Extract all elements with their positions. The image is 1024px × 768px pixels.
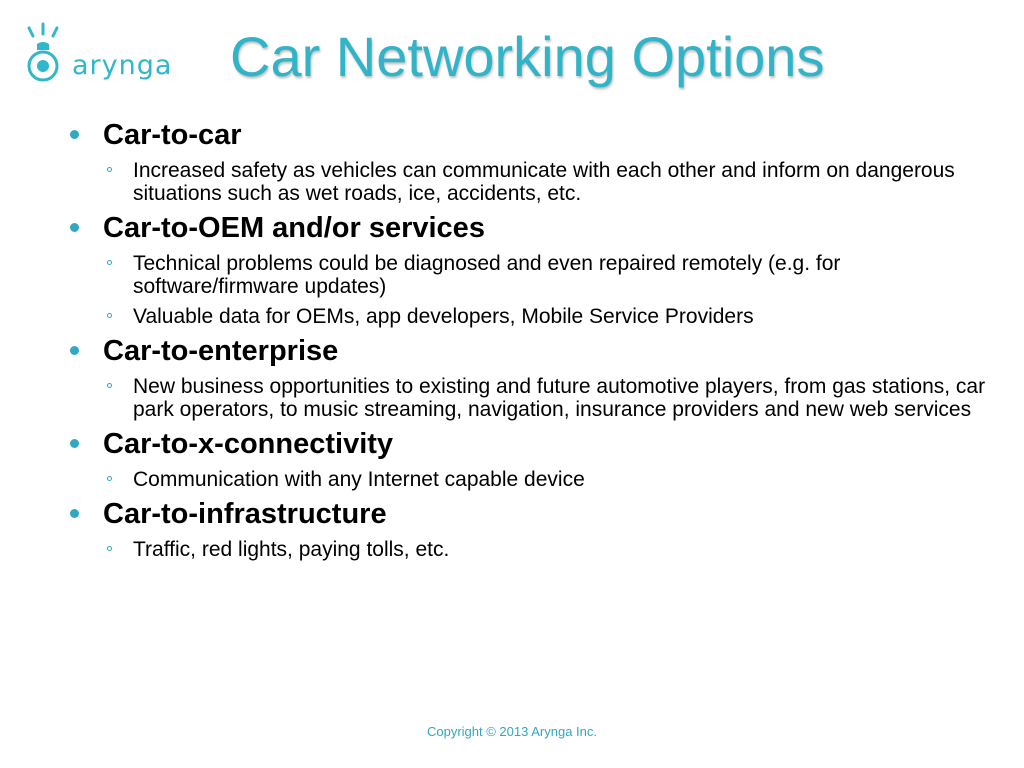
arynga-logo: arynga: [24, 22, 184, 92]
bullet-heading-text: Car-to-x-connectivity: [103, 428, 394, 460]
sub-bullet-text: Increased safety as vehicles can communi…: [133, 159, 955, 205]
logo-text: arynga: [72, 50, 173, 81]
ring-bullet-icon: [107, 546, 112, 551]
sub-bullet-text: Traffic, red lights, paying tolls, etc.: [133, 538, 450, 561]
bullet-heading: Car-to-infrastructure: [70, 497, 1000, 531]
bullet-dot-icon: [70, 439, 79, 448]
bullet-heading-text: Car-to-OEM and/or services: [103, 212, 485, 244]
ring-bullet-icon: [107, 476, 112, 481]
bullet-heading: Car-to-x-connectivity: [70, 427, 1000, 461]
bullet-section: Car-to-car Increased safety as vehicles c…: [70, 118, 1000, 205]
bulb-rays-icon: [27, 22, 59, 82]
sub-bullet-item: New business opportunities to existing a…: [70, 375, 1000, 421]
bullet-heading: Car-to-OEM and/or services: [70, 211, 1000, 245]
sub-bullet-item: Traffic, red lights, paying tolls, etc.: [70, 538, 1000, 561]
bullet-heading-text: Car-to-infrastructure: [103, 498, 387, 530]
bullet-heading-text: Car-to-enterprise: [103, 335, 339, 367]
ring-bullet-icon: [107, 313, 112, 318]
sub-bullet-item: Technical problems could be diagnosed an…: [70, 252, 1000, 298]
ring-bullet-icon: [107, 260, 112, 265]
bullet-heading: Car-to-enterprise: [70, 334, 1000, 368]
sub-bullet-text: Technical problems could be diagnosed an…: [133, 252, 841, 298]
bullet-dot-icon: [70, 509, 79, 518]
bullet-section: Car-to-enterprise New business opportunit…: [70, 334, 1000, 421]
slide-title: Car Networking Options: [230, 25, 825, 88]
ring-bullet-icon: [107, 383, 112, 388]
sub-bullet-item: Increased safety as vehicles can communi…: [70, 159, 1000, 205]
ring-bullet-icon: [107, 167, 112, 172]
sub-bullet-item: Communication with any Internet capable …: [70, 468, 1000, 491]
bullet-section: Car-to-OEM and/or services Technical prob…: [70, 211, 1000, 328]
bullet-heading-text: Car-to-car: [103, 119, 242, 151]
bullet-heading: Car-to-car: [70, 118, 1000, 152]
bullet-dot-icon: [70, 346, 79, 355]
copyright-footer: Copyright © 2013 Arynga Inc.: [426, 724, 597, 739]
sub-bullet-text: New business opportunities to existing a…: [133, 375, 986, 421]
bullet-list: Car-to-car Increased safety as vehicles c…: [70, 118, 1000, 561]
bullet-dot-icon: [70, 130, 79, 139]
bullet-dot-icon: [70, 223, 79, 232]
sub-bullet-text: Communication with any Internet capable …: [133, 468, 585, 491]
sub-bullet-text: Valuable data for OEMs, app developers, …: [133, 305, 754, 328]
bullet-section: Car-to-infrastructure Traffic, red lights…: [70, 497, 1000, 561]
sub-bullet-item: Valuable data for OEMs, app developers, …: [70, 305, 1000, 328]
bullet-section: Car-to-x-connectivity Communication with …: [70, 427, 1000, 491]
